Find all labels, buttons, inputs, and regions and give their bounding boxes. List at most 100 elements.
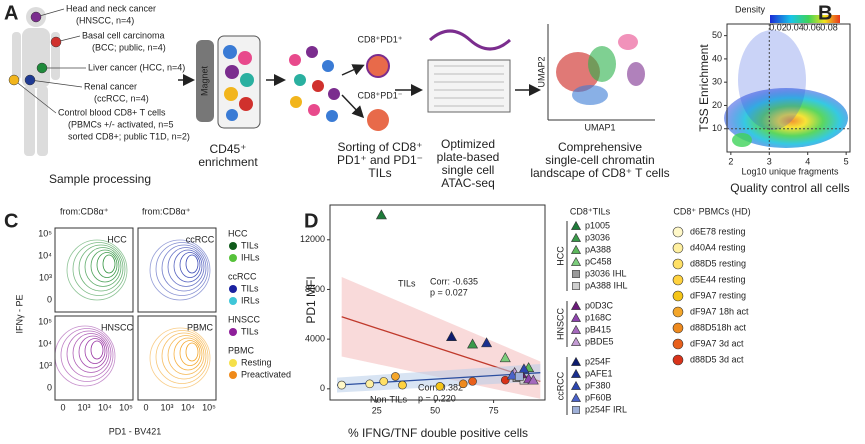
contour — [155, 242, 209, 296]
cell-mix — [289, 46, 340, 122]
source-label: (ccRCC, n=4) — [94, 93, 149, 103]
data-point — [499, 352, 511, 363]
step-label: CD45⁺ — [209, 142, 246, 156]
contour — [179, 340, 201, 366]
data-point — [458, 379, 468, 389]
flow-arrows — [178, 64, 541, 119]
legend-label: IRLs — [241, 295, 260, 305]
legend-group: HCC — [228, 228, 248, 238]
source-dot — [8, 74, 20, 86]
y-axis-label: PD1 MFI — [304, 276, 318, 323]
plate — [427, 29, 512, 113]
contour — [155, 330, 209, 384]
y-axis-label: TSS Enrichment — [697, 44, 711, 132]
x-axis-label: Log10 unique fragments — [741, 166, 839, 176]
contour — [179, 252, 201, 278]
contour — [72, 242, 126, 296]
panel-label: B — [818, 2, 832, 24]
plot-frame — [137, 315, 217, 401]
contour — [84, 338, 106, 364]
panel-label: C — [4, 210, 18, 232]
x-tick-label: 10⁵ — [202, 402, 216, 412]
y-tick-label: 10 — [712, 123, 722, 133]
colorbar-tick: 0.06 — [803, 22, 821, 32]
source-connector — [29, 79, 83, 88]
legend-marker — [570, 368, 582, 378]
data-point — [518, 363, 530, 374]
plot-frame — [329, 204, 546, 401]
legend-label: Resting — [241, 357, 272, 367]
umap — [547, 24, 655, 121]
body-silhouette — [12, 7, 60, 156]
legend-marker — [570, 380, 582, 390]
x-tick-label: 0 — [60, 402, 65, 412]
til-annotation: TILs — [398, 278, 416, 288]
y-tick-label: 0 — [47, 294, 52, 304]
source-label: (HNSCC, n=4) — [76, 15, 134, 25]
colorbar-tick: 0.02 — [769, 22, 787, 32]
legend-label: d88D5 3d act — [690, 354, 744, 364]
x-tick-label: 10³ — [77, 402, 90, 412]
data-point — [375, 209, 387, 220]
gate-label: from:CD8α⁺ — [60, 206, 109, 216]
legend-marker — [572, 270, 580, 278]
legend-label: d88D518h act — [690, 322, 747, 332]
panel-caption: Quality control all cells — [730, 181, 849, 195]
legend-group: ccRCC — [555, 371, 565, 400]
contour — [84, 247, 122, 287]
data-point — [365, 379, 375, 389]
contour — [185, 342, 199, 362]
y-tick-label: 10³ — [39, 272, 52, 282]
legend-label: pC458 — [585, 256, 612, 266]
source-dot — [36, 62, 48, 74]
legend-marker — [672, 242, 684, 254]
source-dot — [50, 36, 62, 48]
x-axis-label: % IFNG/TNF double positive cells — [348, 426, 528, 440]
legend-label: p168C — [585, 312, 612, 322]
data-point — [500, 375, 510, 385]
step-label: enrichment — [198, 155, 258, 169]
x-tick-label: 4 — [805, 156, 810, 166]
step-label: single cell — [442, 163, 495, 177]
contour — [161, 244, 207, 292]
legend-marker — [229, 285, 237, 293]
x-tick-label: 10⁴ — [98, 402, 112, 412]
y-tick-label: 20 — [712, 100, 722, 110]
contour — [185, 254, 199, 274]
legend-label: TILs — [241, 326, 259, 336]
legend-label: p1005 — [585, 220, 610, 230]
data-point — [337, 380, 346, 390]
panel-label: D — [304, 210, 318, 232]
y-tick-label: 12000 — [300, 234, 325, 244]
source-label: Head and neck cancer — [66, 3, 156, 13]
x-tick-label: 2 — [728, 156, 733, 166]
source-label: Renal cancer — [84, 81, 137, 91]
data-point — [467, 338, 479, 349]
y-tick-label: 8000 — [305, 284, 325, 294]
y-tick-label: 0 — [320, 383, 325, 393]
legend-title: Density — [735, 4, 766, 14]
source-label: (BCC; public, n=4) — [92, 42, 166, 52]
contour — [149, 239, 211, 301]
legend-marker — [572, 282, 580, 290]
legend-label: d40A4 resting — [690, 242, 746, 252]
til-annotation: p = 0.027 — [430, 287, 468, 297]
x-tick-label: 10⁴ — [181, 402, 195, 412]
source-dot — [30, 11, 42, 23]
y-tick-label: 10⁵ — [38, 316, 52, 326]
x-tick-label: 5 — [844, 156, 849, 166]
data-point — [446, 331, 458, 341]
legend-marker — [672, 258, 684, 270]
density-low — [732, 133, 752, 147]
panel-label: A — [4, 2, 18, 24]
source-label: (PBMCs +/- activated, n=5 — [68, 119, 174, 129]
contour — [96, 252, 118, 278]
nontil-annotation: p = 0.220 — [418, 393, 456, 403]
data-point — [379, 377, 389, 386]
legend-marker — [672, 306, 684, 318]
plot-frame — [137, 227, 217, 313]
contour — [161, 332, 207, 380]
legend-title: CD8⁺ PBMCs (HD) — [673, 206, 750, 216]
legend-marker — [570, 336, 582, 346]
